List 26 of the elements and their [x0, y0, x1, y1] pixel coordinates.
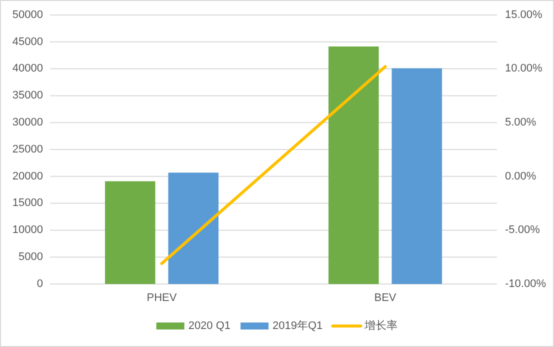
- y2-tick-label: 5.00%: [505, 116, 536, 129]
- y-tick-label: 10000: [12, 224, 43, 236]
- legend-label: 2019年Q1: [272, 320, 323, 332]
- legend-label: 2020 Q1: [188, 320, 231, 332]
- x-tick-label: BEV: [374, 292, 397, 304]
- y2-tick-label: -10.00%: [505, 278, 546, 290]
- y-tick-label: 25000: [12, 143, 43, 156]
- y-tick-label: 45000: [12, 36, 43, 48]
- y2-tick-label: 0.00%: [505, 170, 536, 182]
- legend-label: 增长率: [364, 318, 398, 332]
- y-tick-label: 15000: [12, 197, 43, 210]
- y2-tick-label: 15.00%: [505, 8, 543, 21]
- y-tick-label: 20000: [12, 170, 43, 182]
- y2-tick-label: -5.00%: [505, 224, 540, 236]
- y-tick-label: 5000: [18, 251, 43, 264]
- y-tick-label: 50000: [12, 8, 43, 21]
- bar: [392, 68, 442, 284]
- y2-tick-label: 10.00%: [505, 62, 543, 75]
- bar: [168, 172, 219, 284]
- y-tick-label: 0: [36, 278, 43, 290]
- bar: [328, 46, 379, 284]
- y-tick-label: 35000: [12, 90, 43, 102]
- bar: [104, 181, 156, 284]
- x-tick-label: PHEV: [146, 292, 178, 304]
- y-tick-label: 30000: [12, 116, 43, 129]
- y-tick-label: 40000: [12, 62, 43, 75]
